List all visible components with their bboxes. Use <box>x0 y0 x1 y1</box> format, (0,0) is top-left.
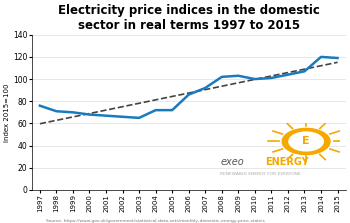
Text: Source: https://www.gov.uk/government/statistical-data-sets/monthly-domestic-ene: Source: https://www.gov.uk/government/st… <box>46 219 264 223</box>
Y-axis label: Index 2015=100: Index 2015=100 <box>4 83 10 142</box>
Title: Electricity price indices in the domestic
sector in real terms 1997 to 2015: Electricity price indices in the domesti… <box>58 4 320 32</box>
